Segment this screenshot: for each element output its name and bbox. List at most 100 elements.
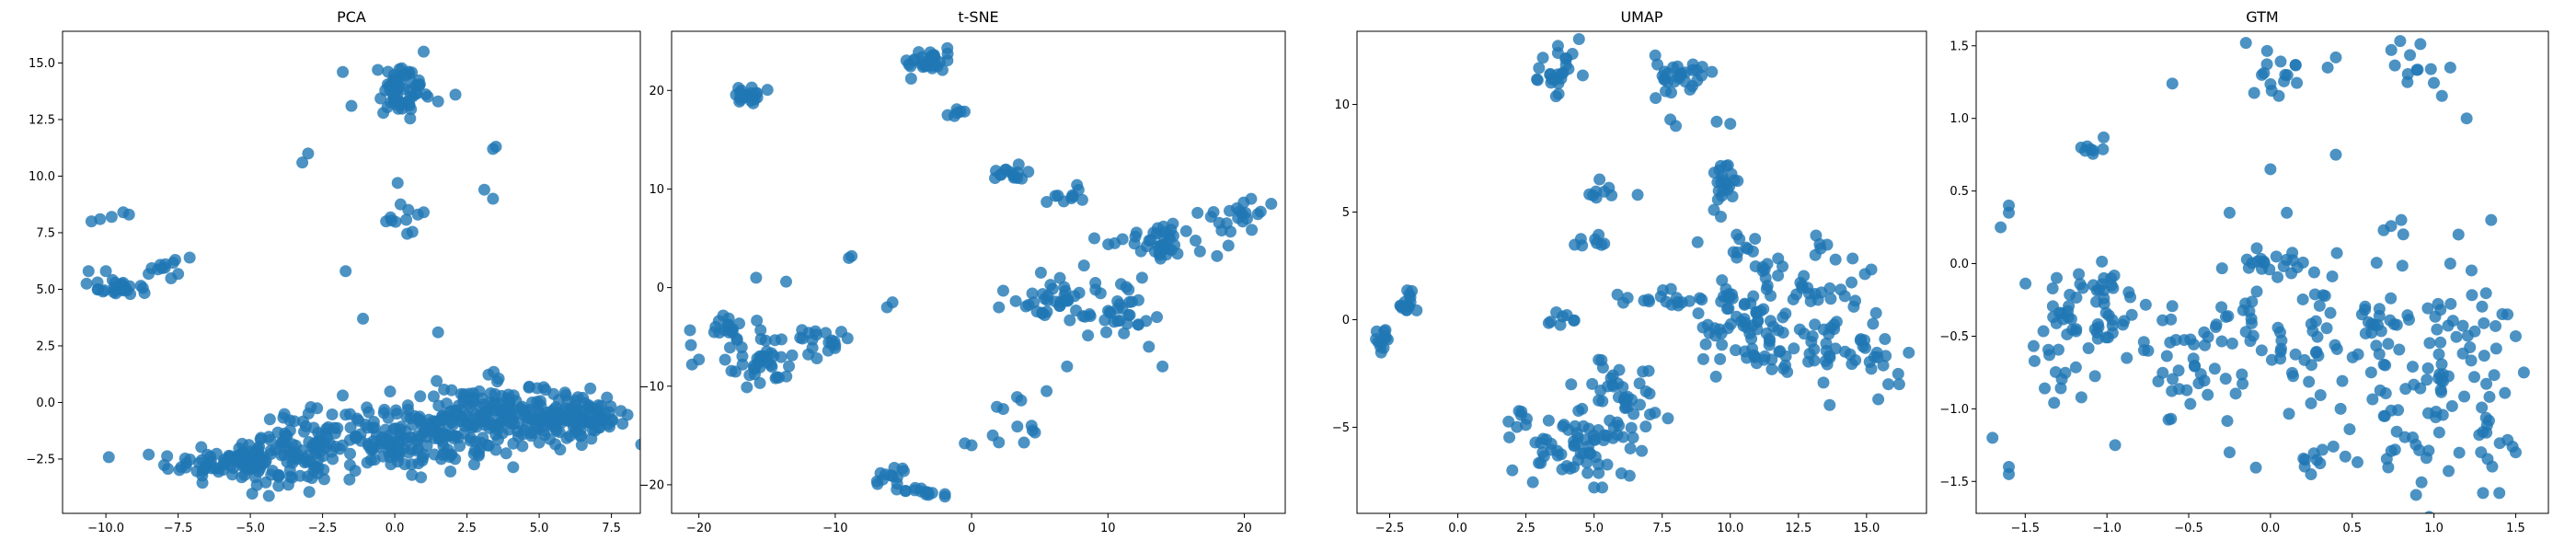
scatter-point [1624, 442, 1637, 454]
y-tick-label: 10 [649, 183, 664, 197]
scatter-point [2105, 272, 2118, 285]
scatter-point [2424, 511, 2434, 513]
scatter-point [786, 349, 799, 362]
scatter-point [1566, 48, 1579, 61]
scatter-point [2334, 402, 2347, 415]
scatter-point [751, 314, 764, 327]
scatter-point [1865, 263, 1878, 276]
scatter-point [1731, 175, 1744, 188]
scatter-point [1535, 436, 1547, 449]
scatter-point [380, 215, 393, 228]
scatter-point [2436, 408, 2449, 421]
scatter-point [2355, 308, 2368, 321]
scatter-point [272, 479, 285, 492]
scatter-point [162, 463, 175, 476]
scatter-point [122, 208, 135, 221]
scatter-point [2477, 487, 2490, 500]
scatter-point [469, 408, 482, 420]
scatter-point [2165, 313, 2178, 326]
scatter-point [179, 461, 192, 474]
scatter-point [876, 473, 889, 486]
scatter-point [2270, 250, 2283, 263]
scatter-point [1531, 74, 1544, 86]
scatter-point [1246, 224, 1259, 236]
scatter-point [2037, 325, 2050, 338]
scatter-point [1758, 350, 1771, 362]
scatter-point [2003, 199, 2016, 212]
scatter-point [2305, 397, 2317, 409]
scatter-point [507, 437, 520, 450]
scatter-point [387, 89, 400, 102]
scatter-point [2239, 37, 2252, 50]
scatter-point [1625, 421, 1638, 434]
scatter-point [1560, 460, 1573, 473]
scatter-point [725, 364, 738, 377]
y-tick-label: 0 [1342, 314, 1350, 328]
scatter-point [1554, 318, 1567, 331]
scatter-point [2047, 311, 2060, 324]
scatter-point [119, 282, 132, 294]
scatter-point [1616, 381, 1629, 394]
scatter-point [2172, 364, 2185, 377]
scatter-point [2059, 366, 2072, 379]
scatter-point [741, 381, 753, 394]
scatter-point [2078, 144, 2091, 157]
scatter-point [2039, 382, 2052, 395]
scatter-point [1746, 342, 1759, 355]
scatter-point [899, 485, 912, 498]
scatter-point [384, 385, 397, 398]
scatter-point [1111, 294, 1124, 307]
scatter-point [168, 253, 181, 266]
scatter-point [2366, 393, 2379, 406]
scatter-point [1747, 290, 1760, 303]
scatter-point [1179, 224, 1192, 237]
scatter-point [2359, 327, 2372, 339]
scatter-point [2283, 408, 2295, 420]
scatter-point [1696, 293, 1708, 306]
scatter-point [1577, 420, 1590, 432]
scatter-point [2274, 345, 2287, 358]
y-tick-label: −2.5 [26, 453, 55, 466]
scatter-point [1251, 208, 1264, 221]
scatter-point [2387, 317, 2400, 330]
scatter-point [820, 327, 833, 339]
scatter-point [1572, 33, 1585, 46]
scatter-point [2466, 289, 2478, 302]
scatter-point [1596, 481, 1609, 494]
scatter-point [2413, 443, 2426, 456]
scatter-point [303, 486, 316, 499]
scatter-point [1089, 283, 1102, 296]
scatter-point [297, 425, 310, 438]
scatter-point [1082, 329, 1095, 342]
scatter-point [1565, 378, 1578, 391]
scatter-point [1708, 203, 1720, 216]
scatter-point [1536, 446, 1549, 459]
scatter-point [535, 399, 547, 412]
x-tick-label: 10 [1100, 522, 1116, 535]
y-tick-label: 1.0 [1949, 112, 1969, 126]
scatter-point [2073, 268, 2086, 281]
scatter-point [1802, 355, 1815, 368]
scatter-point [1190, 234, 1202, 247]
scatter-point [2098, 284, 2110, 297]
scatter-point [2052, 343, 2064, 356]
scatter-point [2281, 206, 2294, 219]
x-tick-label: 5.0 [1584, 522, 1604, 535]
scatter-point [2074, 278, 2087, 291]
scatter-point [2178, 334, 2191, 347]
scatter-point [286, 456, 299, 469]
scatter-point [1558, 419, 1570, 431]
x-tick-label: 1.0 [2424, 522, 2444, 535]
scatter-point [2401, 75, 2414, 88]
scatter-point [91, 276, 104, 289]
scatter-point [408, 87, 421, 100]
scatter-point [2352, 348, 2364, 361]
scatter-point [1903, 346, 1915, 359]
scatter-point [1576, 402, 1589, 415]
scatter-point [512, 424, 524, 437]
scatter-point [1616, 431, 1629, 443]
scatter-point [1041, 196, 1053, 209]
scatter-point [2465, 264, 2478, 277]
scatter-point [2229, 387, 2242, 400]
x-tick-label: −2.5 [308, 522, 338, 535]
